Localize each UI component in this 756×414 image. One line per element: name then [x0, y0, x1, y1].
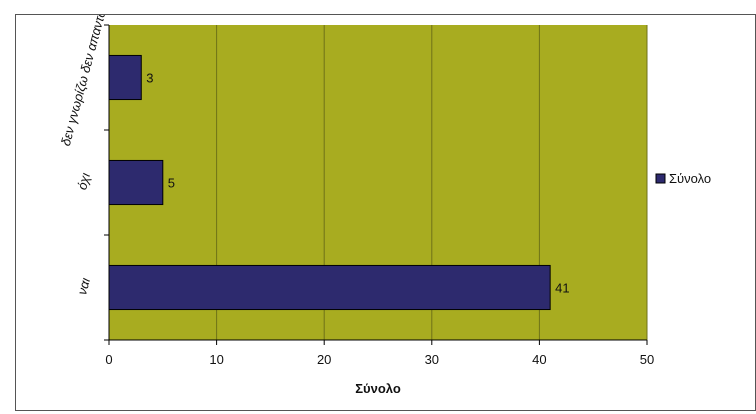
y-category-label: όχι	[74, 171, 93, 191]
y-category-label: ναι	[74, 276, 93, 296]
chart-frame: 0 10 20 30 40 50 ναι όχι δεν γνωρίζω δεν απαντώ…	[15, 14, 756, 411]
bar-data-label: 3	[146, 71, 153, 86]
x-tick-label: 40	[532, 352, 546, 367]
y-axis-category-labels: ναι όχι δεν γνωρίζω δεν απαντώ	[58, 15, 110, 296]
legend-swatch	[655, 173, 666, 184]
legend-label: Σύνολο	[669, 171, 711, 186]
bar-chart: 0 10 20 30 40 50 ναι όχι δεν γνωρίζω δεν απαντώ…	[58, 15, 711, 396]
axes	[104, 24, 647, 341]
x-tick-label: 30	[425, 352, 439, 367]
x-axis-ticks: 0 10 20 30 40 50	[105, 340, 654, 367]
x-tick-label: 50	[640, 352, 654, 367]
x-tick-label: 0	[105, 352, 112, 367]
bar	[108, 264, 551, 311]
bar	[108, 54, 142, 101]
x-tick-label: 10	[209, 352, 223, 367]
bar	[108, 159, 164, 206]
bar-data-label: 5	[168, 176, 175, 191]
legend: Σύνολο	[655, 171, 711, 186]
data-labels: 41 5 3	[146, 71, 569, 296]
x-tick-label: 20	[317, 352, 331, 367]
y-category-label: δεν γνωρίζω δεν απαντώ	[58, 15, 110, 147]
x-axis-title: Σύνολο	[355, 381, 401, 396]
bar-data-label: 41	[555, 281, 569, 296]
